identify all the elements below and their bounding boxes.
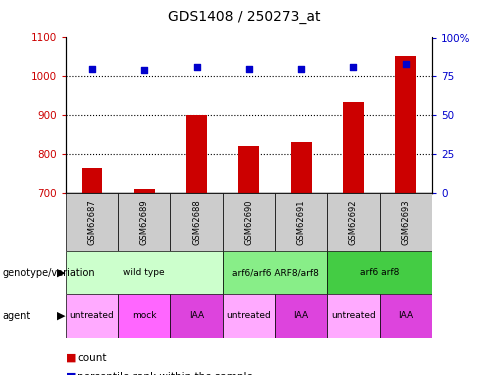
Text: GSM62693: GSM62693 [401,200,410,245]
Point [245,66,253,72]
Bar [66,251,223,294]
Text: ■: ■ [66,372,77,375]
Bar [327,251,432,294]
Bar [81,168,102,193]
Text: GSM62688: GSM62688 [192,200,201,245]
Point [297,66,305,72]
Bar [186,116,207,193]
Bar [66,193,118,251]
Bar [170,294,223,338]
Text: GSM62690: GSM62690 [244,200,253,245]
Text: GSM62689: GSM62689 [140,200,149,245]
Bar [66,294,118,338]
Bar [343,102,364,193]
Point [349,64,357,70]
Text: untreated: untreated [70,311,114,320]
Bar [275,193,327,251]
Bar [380,294,432,338]
Text: wild type: wild type [123,268,165,278]
Text: GSM62692: GSM62692 [349,200,358,245]
Text: arf6 arf8: arf6 arf8 [360,268,399,278]
Text: GSM62691: GSM62691 [297,200,305,245]
Point [402,61,409,67]
Text: ▶: ▶ [57,268,66,278]
Bar [134,189,155,193]
Text: ■: ■ [66,353,77,363]
Bar [275,294,327,338]
Text: IAA: IAA [294,311,309,320]
Bar [118,193,170,251]
Bar [380,193,432,251]
Text: GSM62687: GSM62687 [87,200,97,245]
Text: agent: agent [2,311,31,321]
Text: count: count [77,353,106,363]
Bar [327,294,380,338]
Point [141,67,148,73]
Text: ▶: ▶ [57,311,66,321]
Text: GDS1408 / 250273_at: GDS1408 / 250273_at [168,10,320,24]
Text: mock: mock [132,311,157,320]
Bar [327,193,380,251]
Bar [291,142,312,193]
Bar [239,147,259,193]
Text: untreated: untreated [331,311,376,320]
Bar [223,193,275,251]
Text: IAA: IAA [398,311,413,320]
Bar [170,193,223,251]
Text: genotype/variation: genotype/variation [2,268,95,278]
Text: percentile rank within the sample: percentile rank within the sample [77,372,253,375]
Text: arf6/arf6 ARF8/arf8: arf6/arf6 ARF8/arf8 [232,268,319,278]
Bar [223,294,275,338]
Text: IAA: IAA [189,311,204,320]
Bar [223,251,327,294]
Point [88,66,96,72]
Bar [395,56,416,193]
Bar [118,294,170,338]
Point [193,64,201,70]
Text: untreated: untreated [226,311,271,320]
